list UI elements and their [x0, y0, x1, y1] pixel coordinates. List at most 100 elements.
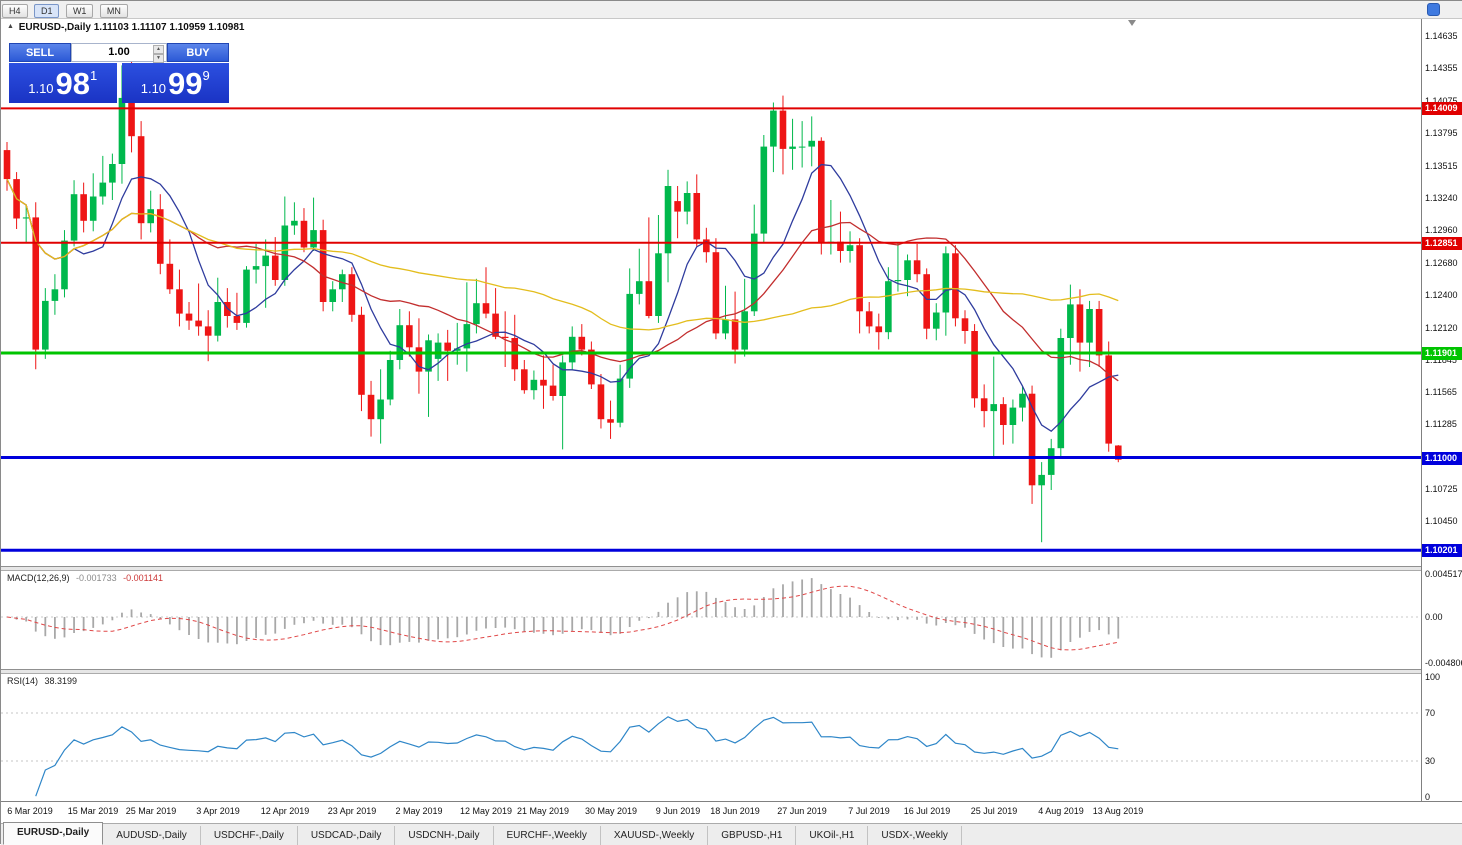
macd-panel[interactable]: MACD(12,26,9) -0.001733 -0.001141	[1, 571, 1421, 669]
date-axis-label: 21 May 2019	[516, 806, 570, 816]
macd-chart-canvas[interactable]	[1, 571, 1421, 669]
volume-decrease-button[interactable]: ▼	[153, 54, 164, 63]
date-axis-label: 2 May 2019	[395, 806, 443, 816]
ma-line-8	[6, 163, 1119, 433]
axis-label: 1.12400	[1425, 290, 1458, 300]
tab-xauusd-weekly[interactable]: XAUUSD-,Weekly	[600, 826, 709, 845]
price-chart-canvas[interactable]	[1, 19, 1421, 566]
date-axis-label: 25 Jul 2019	[970, 806, 1018, 816]
tab-usdcad-daily[interactable]: USDCAD-,Daily	[297, 826, 396, 845]
tab-usdcnh-daily[interactable]: USDCNH-,Daily	[395, 826, 494, 845]
tab-audusd-daily[interactable]: AUDUSD-,Daily	[103, 826, 201, 845]
date-axis-label: 9 Jun 2019	[655, 806, 701, 816]
macd-name-label: MACD(12,26,9)	[7, 573, 70, 583]
chart-tab-strip: EURUSD-,Daily AUDUSD-,Daily USDCHF-,Daily U…	[1, 822, 1462, 845]
axis-label: 1.13795	[1425, 128, 1458, 138]
date-axis-label: 3 Apr 2019	[196, 806, 240, 816]
candlesticks	[3, 60, 1122, 543]
one-click-trading-panel: SELL 1.00 ▲ ▼ BUY 1.10 98 1 1.10	[9, 43, 229, 103]
sell-button[interactable]: SELL	[9, 43, 71, 62]
date-axis-label: 4 Aug 2019	[1038, 806, 1084, 816]
axis-label: 1.12120	[1425, 323, 1458, 333]
bid-price-pip-digit: 1	[90, 68, 98, 83]
axis-label: 1.12960	[1425, 225, 1458, 235]
axis-label: 30	[1425, 756, 1436, 766]
ma-line-50	[6, 178, 1119, 331]
date-axis[interactable]: 6 Mar 2019 15 Mar 2019 25 Mar 2019 3 Apr 20…	[1, 801, 1462, 823]
ma-line-20	[6, 178, 1119, 382]
date-axis-label: 6 Mar 2019	[7, 806, 53, 816]
rsi-panel[interactable]: RSI(14) 38.3199	[1, 674, 1421, 801]
timeframe-button-d1[interactable]: D1	[33, 4, 60, 18]
date-axis-label: 12 May 2019	[459, 806, 513, 816]
axis-label: 1.10450	[1425, 516, 1458, 526]
ask-price-big-digits: 99	[168, 65, 203, 101]
tab-gbpusd-h1[interactable]: GBPUSD-,H1	[708, 826, 797, 845]
chart-tab-bar: EURUSD-,Daily AUDUSD-,Daily USDCHF-,Daily U…	[1, 822, 1462, 845]
chart-icon[interactable]	[1427, 3, 1440, 16]
tab-ukoil-h1[interactable]: UKOil-,H1	[796, 826, 869, 845]
ohlc-values-label: 1.11103 1.11107 1.10959 1.10981	[93, 22, 245, 33]
tab-usdx-weekly[interactable]: USDX-,Weekly	[868, 826, 962, 845]
axis-label: 1.11845	[1425, 355, 1457, 365]
bid-price-prefix: 1.10	[28, 80, 54, 96]
date-axis-label: 15 Mar 2019	[67, 806, 119, 816]
date-axis-label: 23 Apr 2019	[327, 806, 377, 816]
axis-label: 1.10725	[1425, 484, 1458, 494]
panel-separator[interactable]	[1, 566, 1462, 571]
ask-price-pip-digit: 9	[202, 68, 210, 83]
timeframe-button-w1[interactable]: W1	[65, 4, 94, 18]
rsi-chart-canvas[interactable]	[1, 674, 1421, 801]
date-axis-label: 7 Jul 2019	[848, 806, 890, 816]
price-level-badge: 1.11000	[1422, 452, 1462, 465]
bid-price-display[interactable]: 1.10 98 1	[9, 63, 117, 103]
volume-increase-button[interactable]: ▲	[153, 45, 164, 54]
chart-title: ▲ EURUSD-,Daily 1.11103 1.11107 1.10959 …	[7, 22, 244, 33]
buy-button[interactable]: BUY	[167, 43, 229, 62]
tab-eurchf-weekly[interactable]: EURCHF-,Weekly	[493, 826, 601, 845]
price-level-badge: 1.14009	[1422, 102, 1462, 115]
chart-shift-marker-icon[interactable]	[1128, 20, 1136, 26]
price-level-badge: 1.11901	[1422, 347, 1462, 360]
date-axis-label: 25 Mar 2019	[125, 806, 177, 816]
date-axis-label: 30 May 2019	[584, 806, 638, 816]
axis-label: 1.13515	[1425, 161, 1458, 171]
axis-label: 1.14355	[1425, 63, 1458, 73]
axis-label: 1.13240	[1425, 193, 1458, 203]
rsi-title: RSI(14) 38.3199	[7, 676, 77, 686]
axis-label: 1.14075	[1425, 96, 1458, 106]
timeframe-button-mn[interactable]: MN	[99, 4, 128, 18]
macd-histogram	[15, 578, 1120, 658]
axis-label: 1.11565	[1425, 387, 1457, 397]
price-level-badge: 1.12851	[1422, 237, 1462, 250]
bid-price-big-digits: 98	[55, 65, 91, 101]
ask-price-display[interactable]: 1.10 99 9	[121, 63, 229, 103]
tab-usdchf-daily[interactable]: USDCHF-,Daily	[200, 826, 298, 845]
main-chart-panel[interactable]: ▲ EURUSD-,Daily 1.11103 1.11107 1.10959 …	[1, 19, 1421, 566]
price-level-badge: 1.10201	[1422, 544, 1462, 557]
rsi-value: 38.3199	[44, 676, 78, 686]
axis-label: 70	[1425, 708, 1436, 718]
volume-input[interactable]: 1.00 ▲ ▼	[71, 43, 167, 63]
date-axis-label: 27 Jun 2019	[777, 806, 827, 816]
price-axis[interactable]: 1.14635 1.14355 1.14075 1.13795 1.13515 1.132…	[1421, 19, 1462, 802]
rsi-name-label: RSI(14)	[7, 676, 39, 686]
timeframe-button-h4[interactable]: H4	[2, 4, 28, 18]
panel-separator[interactable]	[1, 669, 1462, 674]
collapse-panel-icon[interactable]: ▲	[7, 23, 14, 30]
axis-label: -0.004806	[1425, 658, 1462, 668]
date-axis-label: 18 Jun 2019	[710, 806, 760, 816]
axis-label: 1.11285	[1425, 419, 1457, 429]
axis-label: 0.004517	[1425, 569, 1462, 579]
date-axis-label: 13 Aug 2019	[1092, 806, 1144, 816]
symbol-period-label: EURUSD-,Daily	[18, 22, 91, 33]
macd-main-value: -0.001733	[76, 573, 117, 583]
axis-label: 0.00	[1425, 612, 1443, 622]
macd-signal-value: -0.001141	[123, 573, 163, 583]
axis-label: 100	[1425, 672, 1441, 682]
tab-eurusd-daily[interactable]: EURUSD-,Daily	[3, 822, 104, 845]
macd-title: MACD(12,26,9) -0.001733 -0.001141	[7, 573, 163, 583]
axis-label: 0	[1425, 792, 1431, 802]
date-axis-label: 16 Jul 2019	[903, 806, 951, 816]
